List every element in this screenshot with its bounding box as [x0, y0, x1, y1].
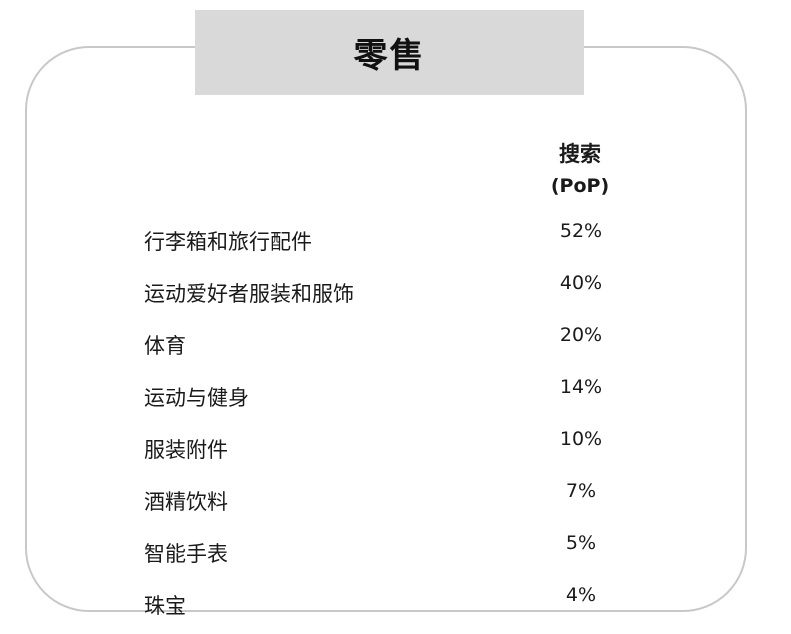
table-row: 智能手表 5% — [0, 532, 791, 572]
row-label: 珠宝 — [144, 594, 186, 618]
row-value: 20% — [559, 324, 603, 346]
rounded-panel — [25, 46, 747, 612]
row-label: 运动与健身 — [144, 386, 249, 410]
row-label: 运动爱好者服装和服饰 — [144, 282, 354, 306]
column-header: 搜索 (PoP) — [530, 138, 630, 202]
table-row: 体育 20% — [0, 324, 791, 364]
row-label: 智能手表 — [144, 542, 228, 566]
row-label: 体育 — [144, 334, 186, 358]
column-header-line1: 搜索 — [559, 142, 601, 166]
row-label: 服装附件 — [144, 438, 228, 462]
table-row: 珠宝 4% — [0, 584, 791, 624]
table-row: 服装附件 10% — [0, 428, 791, 468]
row-value: 40% — [559, 272, 603, 294]
table-row: 行李箱和旅行配件 52% — [0, 220, 791, 260]
column-header-line2: (PoP) — [550, 175, 610, 197]
table-row: 运动爱好者服装和服饰 40% — [0, 272, 791, 312]
row-value: 7% — [565, 480, 597, 502]
row-value: 14% — [559, 376, 603, 398]
table-row: 酒精饮料 7% — [0, 480, 791, 520]
page-title: 零售 — [353, 36, 426, 76]
row-value: 4% — [565, 584, 597, 606]
row-label: 酒精饮料 — [144, 490, 228, 514]
row-value: 52% — [559, 220, 603, 242]
row-label: 行李箱和旅行配件 — [144, 230, 312, 254]
table-row: 运动与健身 14% — [0, 376, 791, 416]
title-banner: 零售 — [195, 10, 584, 95]
row-value: 5% — [565, 532, 597, 554]
row-value: 10% — [559, 428, 603, 450]
